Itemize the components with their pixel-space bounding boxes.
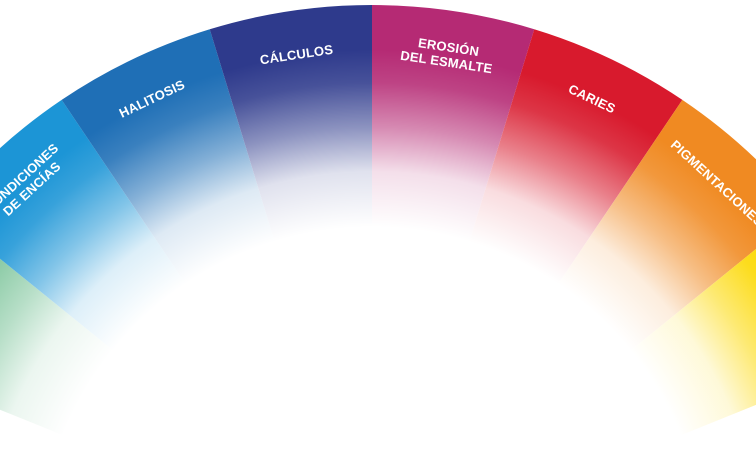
segments-layer <box>0 3 756 471</box>
center-fade <box>0 3 756 471</box>
